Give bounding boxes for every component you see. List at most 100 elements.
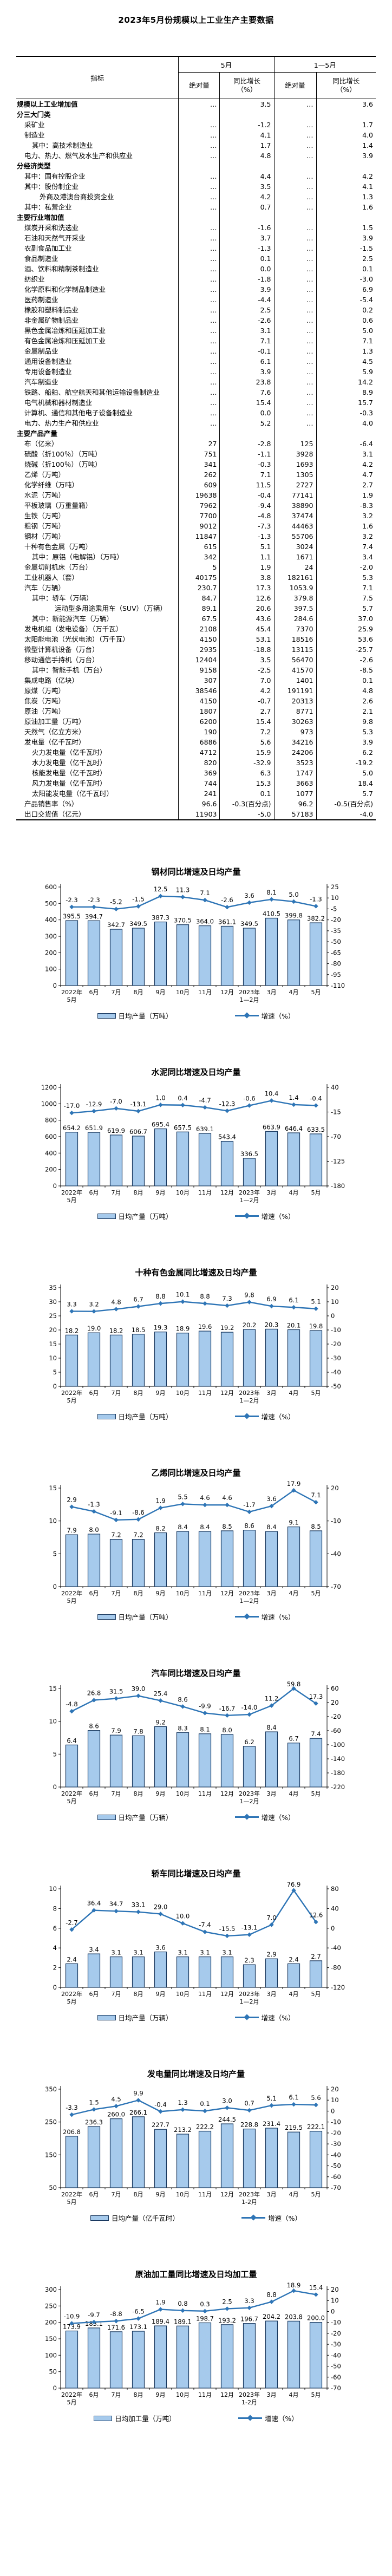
row-value — [219, 428, 274, 439]
row-value — [219, 161, 274, 171]
x-category-label: 6月 — [89, 2191, 99, 2198]
row-value: -9.4 — [219, 500, 274, 511]
line-value-label: 5.5 — [178, 1493, 187, 1501]
row-value: 6.9 — [316, 284, 376, 295]
left-tick-label: 35 — [49, 1284, 57, 1292]
row-value: -18.8 — [219, 644, 274, 655]
row-value: -8.5 — [316, 665, 376, 675]
bar-value-label: 19.6 — [198, 1323, 212, 1331]
line-value-label: -8.6 — [132, 1509, 144, 1516]
bar — [65, 2330, 79, 2389]
line-marker — [225, 2306, 230, 2311]
bar-value-label: 8.3 — [178, 1724, 187, 1732]
right-tick-label: 10 — [331, 2096, 339, 2104]
bar — [198, 925, 212, 986]
bar — [287, 1963, 300, 1988]
row-value: 8771 — [273, 706, 316, 716]
x-category-label: 4月 — [289, 1189, 299, 1196]
bar-value-label: 2.9 — [266, 1951, 276, 1958]
x-category-label: 9月 — [156, 1189, 166, 1196]
bar — [176, 1531, 190, 1587]
chart-title: 十种有色金属同比增速及日均产量 — [135, 1268, 257, 1277]
x-category-label: 9月 — [156, 1390, 166, 1397]
right-tick-label: -125 — [331, 1158, 345, 1165]
bar — [65, 1744, 79, 1788]
row-label: 农副食品加工业 — [24, 244, 72, 252]
row-value: -4.4 — [219, 295, 274, 305]
row-value: 6886 — [178, 737, 220, 747]
left-tick-label: 0 — [53, 2384, 57, 2392]
right-tick-label: -70 — [331, 2384, 341, 2392]
legend-bar-item: 日均产量（万吨） — [97, 1612, 173, 1622]
chart-steel: 钢材同比增速及日均产量 600 500 400 300 200 100 0 25 10 -5 -20… — [0, 866, 392, 1021]
bar-value-label: 2.4 — [67, 1955, 76, 1963]
bar-legend-icon — [97, 1413, 116, 1419]
row-value: 5.0 — [316, 325, 376, 336]
row-label: 微型计算机设备（万台） — [24, 645, 99, 654]
bar-legend-icon — [90, 2215, 109, 2221]
x-category-label: 5月 — [67, 1597, 77, 1605]
bar-value-label: 8.4 — [266, 1523, 276, 1531]
line-marker — [92, 2319, 96, 2325]
row-value: … — [273, 397, 316, 408]
bar-value-label: 651.9 — [85, 1124, 103, 1132]
line-marker — [291, 2288, 296, 2293]
row-value: … — [273, 325, 316, 336]
bar — [176, 2325, 190, 2389]
row-value: 38890 — [273, 500, 316, 511]
row-label: 出口交货值（亿元） — [24, 810, 86, 818]
line-value-label: -0.6 — [243, 1095, 255, 1103]
bar — [132, 928, 145, 986]
line-marker — [158, 1103, 163, 1107]
line-value-label: -9.9 — [199, 1702, 211, 1710]
row-value: … — [178, 295, 220, 305]
right-tick-label: -140 — [331, 1755, 345, 1763]
row-value: … — [273, 171, 316, 181]
row-value: -0.7 — [219, 696, 274, 706]
legend-line-label: 增速（%） — [261, 2014, 295, 2022]
legend-line-item: 增速（%） — [234, 1010, 295, 1021]
row-value: 23.8 — [219, 377, 274, 387]
table-header: 指标 5月 1—5月 绝对量 同比增长 （%） 绝对量 同比增长 （%） — [16, 56, 376, 99]
row-value: 3024 — [273, 542, 316, 552]
x-category-label: 5月 — [311, 2391, 321, 2398]
left-tick-label: 8 — [53, 1905, 57, 1912]
bar — [154, 2129, 167, 2188]
row-value: 2.1 — [316, 706, 376, 716]
table-row: 石油和天然气开采业… 3.7… 3.9 — [16, 233, 376, 243]
row-value — [273, 428, 316, 439]
bar-legend-icon — [97, 2014, 116, 2020]
row-value: … — [273, 233, 316, 243]
row-value: 1807 — [178, 706, 220, 716]
row-label: 规模以上工业增加值 — [16, 100, 78, 108]
x-category-label: 10月 — [176, 1189, 190, 1196]
x-category-label: 2023年 — [239, 2190, 260, 2198]
row-label: 橡胶和塑料制品业 — [24, 306, 79, 314]
bar-value-label: 266.1 — [129, 2109, 147, 2116]
line-value-label: 34.7 — [109, 1900, 123, 1908]
bar — [287, 1132, 300, 1186]
x-category-label: 3月 — [267, 1189, 277, 1196]
row-label: 有色金属冶炼和压延加工业 — [24, 337, 106, 345]
bar-value-label: 19.8 — [309, 1322, 323, 1330]
row-value: 5.6 — [219, 737, 274, 747]
x-category-label: 1—2月 — [240, 1397, 259, 1404]
line-value-label: -17.0 — [64, 1102, 80, 1110]
row-value: 34216 — [273, 737, 316, 747]
row-value: … — [178, 233, 220, 243]
row-label: 食品制造业 — [24, 255, 58, 263]
x-category-label: 10月 — [176, 1991, 190, 1998]
right-tick-label: 0 — [331, 2107, 335, 2115]
line-value-label: -4.7 — [199, 1097, 211, 1104]
row-value: 25.9 — [316, 624, 376, 634]
bar-value-label: 663.9 — [263, 1123, 280, 1131]
x-category-label: 1-2月 — [241, 2399, 257, 2406]
line-value-label: 4.6 — [200, 1494, 210, 1502]
line-value-label: 2.5 — [222, 2298, 232, 2305]
line-marker — [202, 2308, 207, 2314]
left-tick-label: 15 — [49, 1685, 57, 1692]
row-value: -4.0 — [316, 809, 376, 820]
line-legend-icon — [234, 1012, 259, 1019]
row-value: 6.2 — [316, 747, 376, 758]
right-tick-label: -15 — [331, 1108, 341, 1116]
